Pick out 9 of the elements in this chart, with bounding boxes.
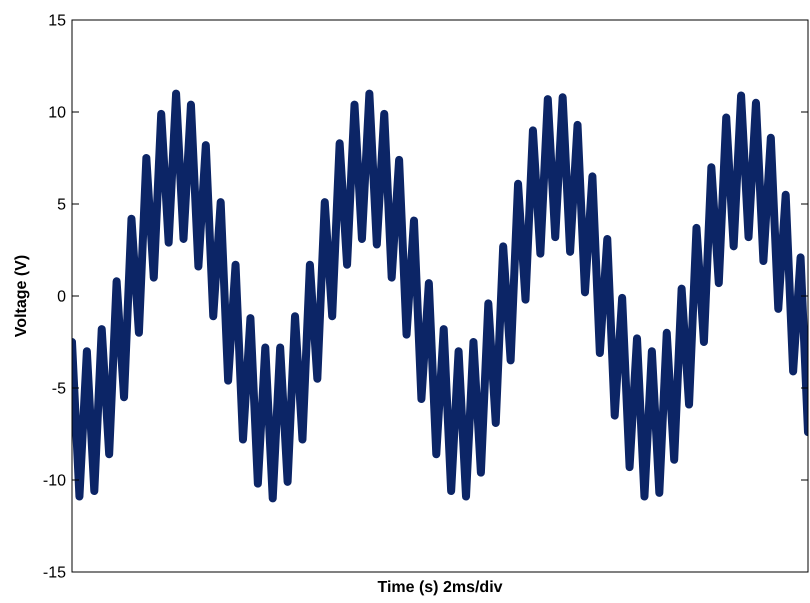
- y-tick-label: 15: [48, 12, 66, 30]
- y-tick-label: -5: [52, 380, 66, 398]
- y-tick-label: 10: [48, 104, 66, 122]
- y-tick-label: 5: [57, 196, 66, 214]
- y-axis-title: Voltage (V): [13, 254, 30, 338]
- y-tick-label: -10: [42, 472, 66, 490]
- y-tick-label: -15: [42, 564, 66, 582]
- y-tick-label: 0: [57, 288, 66, 306]
- x-axis-title: Time (s) 2ms/div: [377, 579, 503, 596]
